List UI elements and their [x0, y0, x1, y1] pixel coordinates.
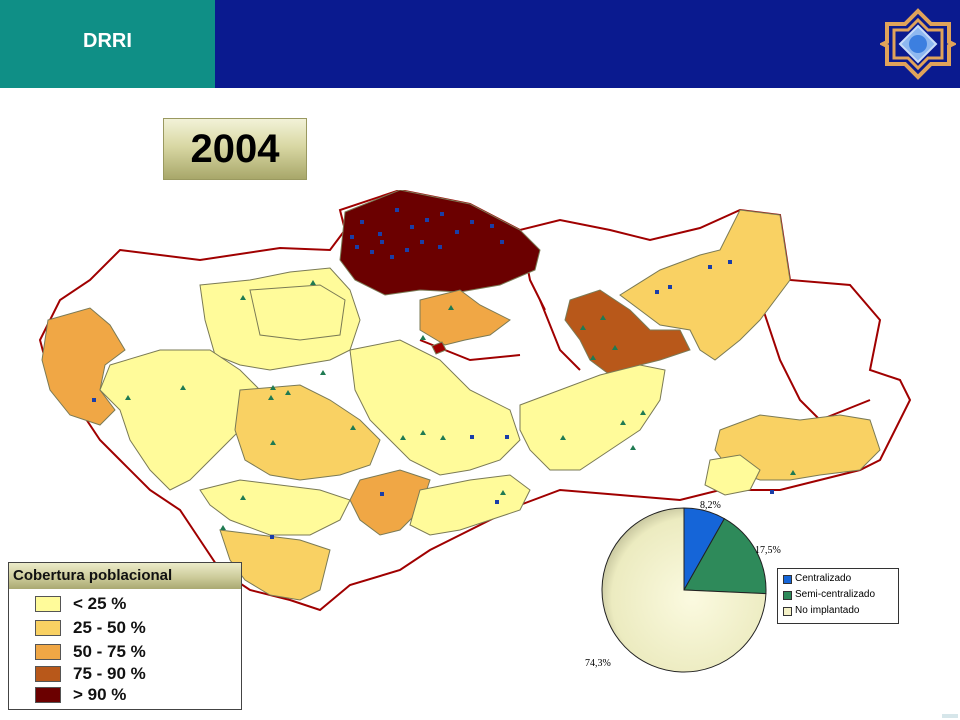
region-lt25-almeria-small [704, 454, 761, 496]
region-25-50-ne [619, 209, 791, 361]
region-lt25-south-1 [199, 479, 351, 536]
region-gt90 [339, 190, 541, 296]
region-50-75-small [419, 289, 511, 346]
region-50-75-west [41, 307, 126, 426]
legend-item-lt25: < 25 % [35, 593, 235, 615]
legend-item-gt90: > 90 % [35, 684, 235, 706]
header-bar: DRRI [0, 0, 960, 88]
legend-item-25-50: 25 - 50 % [35, 617, 235, 639]
legend-label: 75 - 90 % [73, 664, 146, 683]
legend-item-50-75: 50 - 75 % [35, 641, 235, 663]
pie-label-centralizado: 8,2% [700, 500, 721, 511]
octagram-star-logo-icon [880, 8, 956, 80]
pie-label-no-implantado: 74,3% [585, 658, 611, 669]
region-lt25-jaen-west [249, 284, 346, 341]
pie-legend-label: No implantado [795, 605, 860, 616]
region-lt25-west-2 [99, 349, 261, 491]
implementation-pie-chart [601, 507, 767, 673]
year-label: 2004 [190, 127, 280, 171]
region-50-75-south [349, 469, 431, 536]
pie-legend-label: Centralizado [795, 573, 852, 584]
legend-title: Cobertura poblacional [9, 563, 241, 589]
pie-slice-no-implantado [601, 507, 767, 673]
year-box: 2004 [163, 118, 307, 180]
pie-legend-swatch [783, 575, 792, 584]
legend-swatch [35, 687, 61, 703]
pie-legend-item-no-implantado: No implantado [783, 604, 898, 618]
brand-label: DRRI [83, 30, 132, 52]
coverage-legend: Cobertura poblacional < 25 % 25 - 50 % 5… [8, 562, 242, 710]
map-coverage-regions [41, 190, 881, 601]
map-markers-blue [92, 208, 774, 539]
region-lt25-center [349, 339, 521, 476]
pie-slice-semi-centralizado [683, 517, 767, 595]
region-25-50-mid [234, 384, 381, 481]
legend-swatch [35, 666, 61, 682]
pie-legend-swatch [783, 591, 792, 600]
legend-label: > 90 % [73, 685, 127, 704]
pie-legend-label: Semi-centralizado [795, 589, 876, 600]
legend-swatch [35, 596, 61, 612]
region-lt25-south-2 [409, 474, 531, 536]
pie-legend-item-centralizado: Centralizado [783, 572, 898, 586]
corner-decoration [942, 714, 958, 718]
pie-label-semi-centralizado: 17,5% [755, 545, 781, 556]
pie-legend-swatch [783, 607, 792, 616]
legend-swatch [35, 620, 61, 636]
legend-label: 50 - 75 % [73, 642, 146, 661]
legend-label: 25 - 50 % [73, 618, 146, 637]
region-red-dot [431, 341, 447, 355]
brand-box: DRRI [0, 0, 215, 88]
andalusia-coverage-map [38, 190, 912, 612]
legend-item-75-90: 75 - 90 % [35, 663, 235, 685]
pie-legend-item-semi-centralizado: Semi-centralizado [783, 588, 898, 602]
legend-label: < 25 % [73, 594, 127, 613]
region-lt25-granada [519, 364, 666, 471]
map-markers-green [125, 280, 796, 530]
region-75-90 [564, 289, 691, 376]
legend-swatch [35, 644, 61, 660]
pie-legend: Centralizado Semi-centralizado No implan… [777, 568, 899, 624]
